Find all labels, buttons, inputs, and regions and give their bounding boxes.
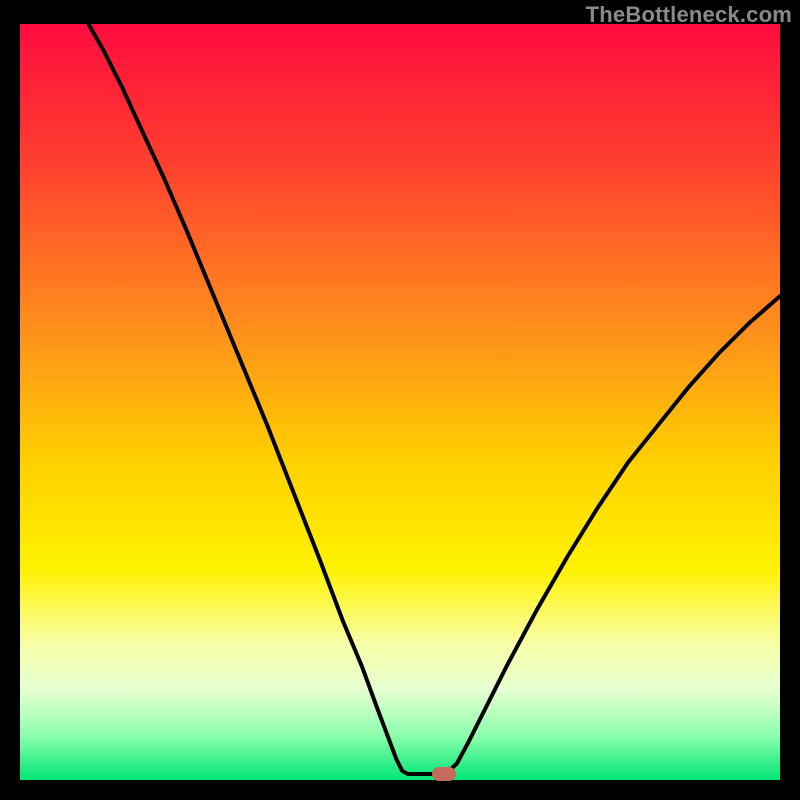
watermark-text: TheBottleneck.com xyxy=(586,2,792,28)
highlight-marker xyxy=(432,767,456,781)
curve-path xyxy=(88,24,780,774)
chart-frame: TheBottleneck.com xyxy=(0,0,800,800)
bottleneck-curve xyxy=(20,24,780,780)
plot-area xyxy=(20,24,780,780)
